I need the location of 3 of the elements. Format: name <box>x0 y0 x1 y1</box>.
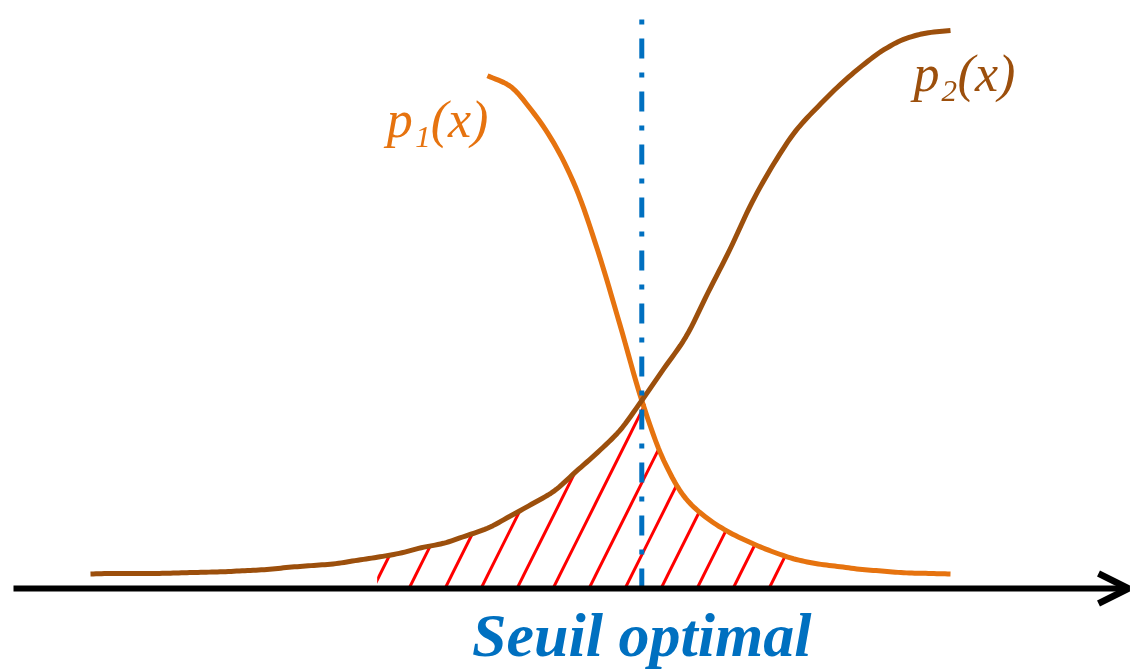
series-label: p₁(x) <box>382 91 489 150</box>
text: Seuil optimal <box>472 600 812 669</box>
series-label: p₂(x) <box>909 45 1016 103</box>
